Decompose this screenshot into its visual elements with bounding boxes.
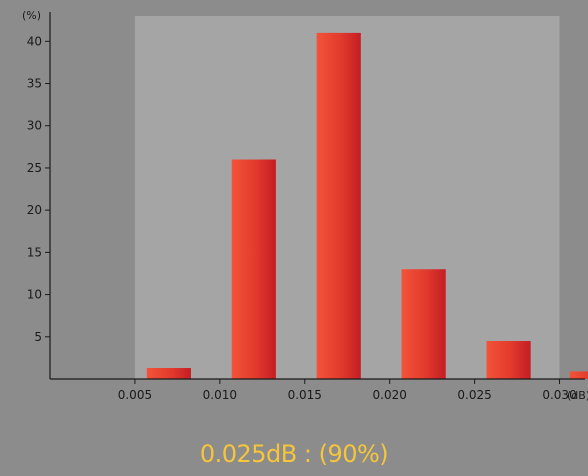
bar-5	[486, 341, 531, 379]
threshold-readout: 0.025dB : (90%)	[199, 440, 389, 468]
y-tick-label: 20	[27, 203, 42, 217]
x-tick-label: 0.005	[118, 388, 152, 402]
x-axis-unit-label: (dB)	[567, 389, 588, 402]
x-tick-label: 0.025	[457, 388, 491, 402]
y-tick-label: 25	[27, 161, 42, 175]
bar-1	[146, 368, 191, 379]
x-tick-label: 0.030	[542, 388, 576, 402]
bar-2	[231, 159, 276, 379]
x-tick-label: 0.015	[288, 388, 322, 402]
y-tick-label: 5	[34, 330, 42, 344]
y-tick-label: 15	[27, 245, 42, 259]
y-tick-label: 35	[27, 77, 42, 91]
bar-6	[569, 371, 588, 379]
x-tick-label: 0.010	[203, 388, 237, 402]
bar-4	[401, 269, 446, 379]
x-tick-label: 0.020	[373, 388, 407, 402]
y-tick-label: 30	[27, 119, 42, 133]
axes-group	[49, 12, 585, 380]
y-tick-label: 40	[27, 34, 42, 48]
bars-group	[146, 32, 588, 379]
y-axis-unit-label: (%)	[22, 9, 41, 22]
y-tick-label: 10	[27, 288, 42, 302]
bar-3	[316, 32, 361, 379]
ticks-group: 5 10 15 20 25 30 35 40 0.005 0.010 0.015 0.020 0.025…	[27, 34, 577, 402]
